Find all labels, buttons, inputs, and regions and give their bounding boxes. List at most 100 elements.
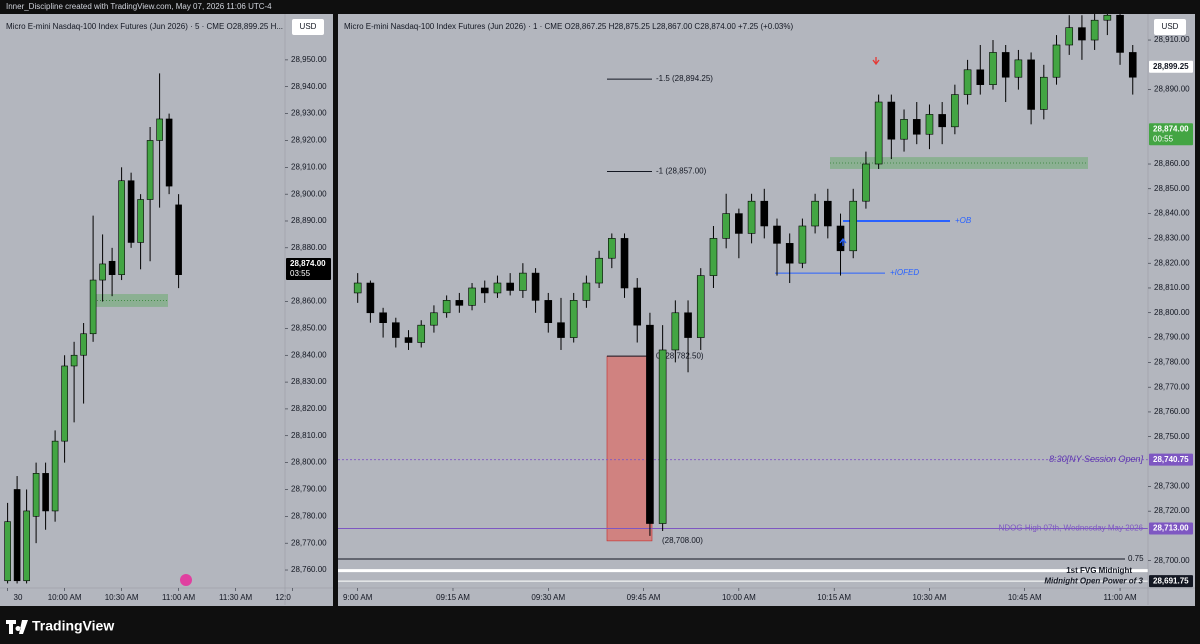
signal-arrow bbox=[839, 237, 847, 246]
y-tick-label: 28,880.00 bbox=[291, 243, 327, 252]
candle-body bbox=[353, 282, 362, 294]
candle-body bbox=[646, 324, 654, 524]
y-tick-label: 28,860.00 bbox=[1154, 159, 1190, 168]
currency-button bbox=[1154, 19, 1186, 35]
candle-body bbox=[1116, 14, 1124, 53]
y-tick-label: 28,920.00 bbox=[291, 136, 327, 145]
candle-body bbox=[798, 225, 807, 264]
annotation-label: 1st FVG Midnight bbox=[1066, 566, 1132, 575]
candle-body bbox=[1128, 52, 1137, 78]
candle-body bbox=[696, 275, 705, 338]
candle-body bbox=[468, 287, 476, 306]
candle-body bbox=[80, 333, 87, 356]
annotation-label: -1 (28,857.00) bbox=[656, 167, 707, 176]
y-tick-label: 28,840.00 bbox=[1154, 209, 1190, 218]
candle-body bbox=[366, 282, 375, 314]
candle-body bbox=[1052, 44, 1061, 78]
candle-body bbox=[684, 312, 692, 338]
x-tick-label: 30 bbox=[14, 593, 23, 602]
y-tick-label: 28,830.00 bbox=[291, 377, 327, 386]
y-tick-label: 28,780.00 bbox=[1154, 357, 1190, 366]
x-tick-label: 10:30 AM bbox=[105, 593, 139, 602]
currency: USD bbox=[300, 22, 317, 31]
candle-body bbox=[1078, 27, 1086, 41]
chart-title: Micro E-mini Nasdaq-100 Index Futures (J… bbox=[6, 22, 283, 31]
tv-logo bbox=[6, 620, 28, 634]
candle-body bbox=[1040, 76, 1048, 110]
price-badge-label: 28,740.75 bbox=[1153, 455, 1189, 464]
candle-body bbox=[874, 101, 883, 165]
candle-body bbox=[1027, 59, 1035, 110]
candle-body bbox=[99, 263, 106, 281]
x-tick-label: 09:15 AM bbox=[436, 593, 470, 602]
plot: -1.5 (28,894.25) -1 (28,857.00) 0 (28,782.… bbox=[338, 14, 1148, 585]
icon bbox=[180, 574, 192, 586]
candle-body bbox=[595, 257, 603, 284]
annotation-label: Midnight Open Power of 3 bbox=[1044, 576, 1143, 585]
annotation-label: (28,708.00) bbox=[662, 536, 703, 545]
candle-body bbox=[519, 272, 527, 291]
price-badge-countdown: 03:55 bbox=[290, 269, 311, 278]
candle-body bbox=[61, 365, 68, 442]
candle-body bbox=[925, 114, 934, 135]
y-tick-label: 28,760.00 bbox=[291, 565, 327, 574]
y-tick-label: 28,700.00 bbox=[1154, 556, 1190, 565]
candle-body bbox=[785, 243, 794, 264]
candle-body bbox=[912, 119, 921, 135]
candle-body bbox=[760, 200, 769, 227]
x-tick-label: 12:0 bbox=[275, 593, 291, 602]
y-tick-label: 28,950.00 bbox=[291, 55, 327, 64]
y-tick-label: 28,770.00 bbox=[1154, 382, 1190, 391]
annotation-label: 0 (28,782.50) bbox=[656, 351, 704, 360]
candle-body bbox=[735, 213, 743, 234]
candle-body bbox=[862, 163, 870, 202]
candle-body bbox=[13, 489, 21, 582]
y-tick-label: 28,790.00 bbox=[291, 485, 327, 494]
x-tick-label: 10:15 AM bbox=[817, 593, 851, 602]
candle-body bbox=[379, 312, 387, 323]
candle-body bbox=[32, 473, 40, 517]
credit: Inner_Discipline created with TradingVie… bbox=[6, 2, 272, 11]
candle-body bbox=[824, 200, 832, 227]
price-badge bbox=[1149, 575, 1193, 588]
price-badge-label: 28,874.00 bbox=[290, 259, 326, 268]
candle-body bbox=[989, 52, 997, 85]
annotation-label: NDOG High 07th, Wednesday May 2026 bbox=[999, 524, 1144, 533]
x-tick-label: 9:00 AM bbox=[343, 593, 373, 602]
annotation-label: +OB bbox=[955, 216, 972, 225]
candle-body bbox=[1103, 14, 1112, 21]
y-tick-label: 28,780.00 bbox=[291, 511, 327, 520]
candle-body bbox=[442, 300, 451, 314]
candle-body bbox=[137, 199, 144, 243]
y-tick-label: 28,720.00 bbox=[1154, 506, 1190, 515]
candle-body bbox=[849, 200, 858, 252]
candle-body bbox=[773, 225, 781, 244]
candle-body bbox=[811, 200, 819, 227]
y-tick-label: 28,840.00 bbox=[291, 350, 327, 359]
annotation-label: 8:30[NY Session Open] bbox=[1049, 454, 1143, 464]
candle-body bbox=[480, 287, 489, 294]
y-tick-label: 28,900.00 bbox=[291, 189, 327, 198]
price-badge bbox=[1149, 453, 1193, 466]
x-tick-label: 10:00 AM bbox=[722, 593, 756, 602]
y-tick-label: 28,890.00 bbox=[291, 216, 327, 225]
x-tick-label: 09:45 AM bbox=[627, 593, 661, 602]
y-tick-label: 28,810.00 bbox=[1154, 283, 1190, 292]
y-tick-label: 28,800.00 bbox=[1154, 308, 1190, 317]
candle-body bbox=[1014, 59, 1023, 78]
right-panel bbox=[338, 14, 1195, 606]
price-badge bbox=[1149, 522, 1193, 535]
candle-body bbox=[430, 312, 438, 326]
y-tick-label: 28,910.00 bbox=[1154, 35, 1190, 44]
x-tick-label: 11:00 AM bbox=[162, 593, 196, 602]
candle-body bbox=[938, 114, 946, 128]
y-tick-label: 28,820.00 bbox=[1154, 258, 1190, 267]
candle-body bbox=[747, 200, 756, 234]
price-badge-label: 28,713.00 bbox=[1153, 524, 1189, 533]
candle-body bbox=[709, 238, 718, 276]
candle-body bbox=[165, 118, 173, 187]
y-tick-label: 28,760.00 bbox=[1154, 407, 1190, 416]
candle-body bbox=[658, 349, 667, 524]
price-badge-label: 28,691.75 bbox=[1153, 576, 1189, 585]
y-tick-label: 28,890.00 bbox=[1154, 85, 1190, 94]
